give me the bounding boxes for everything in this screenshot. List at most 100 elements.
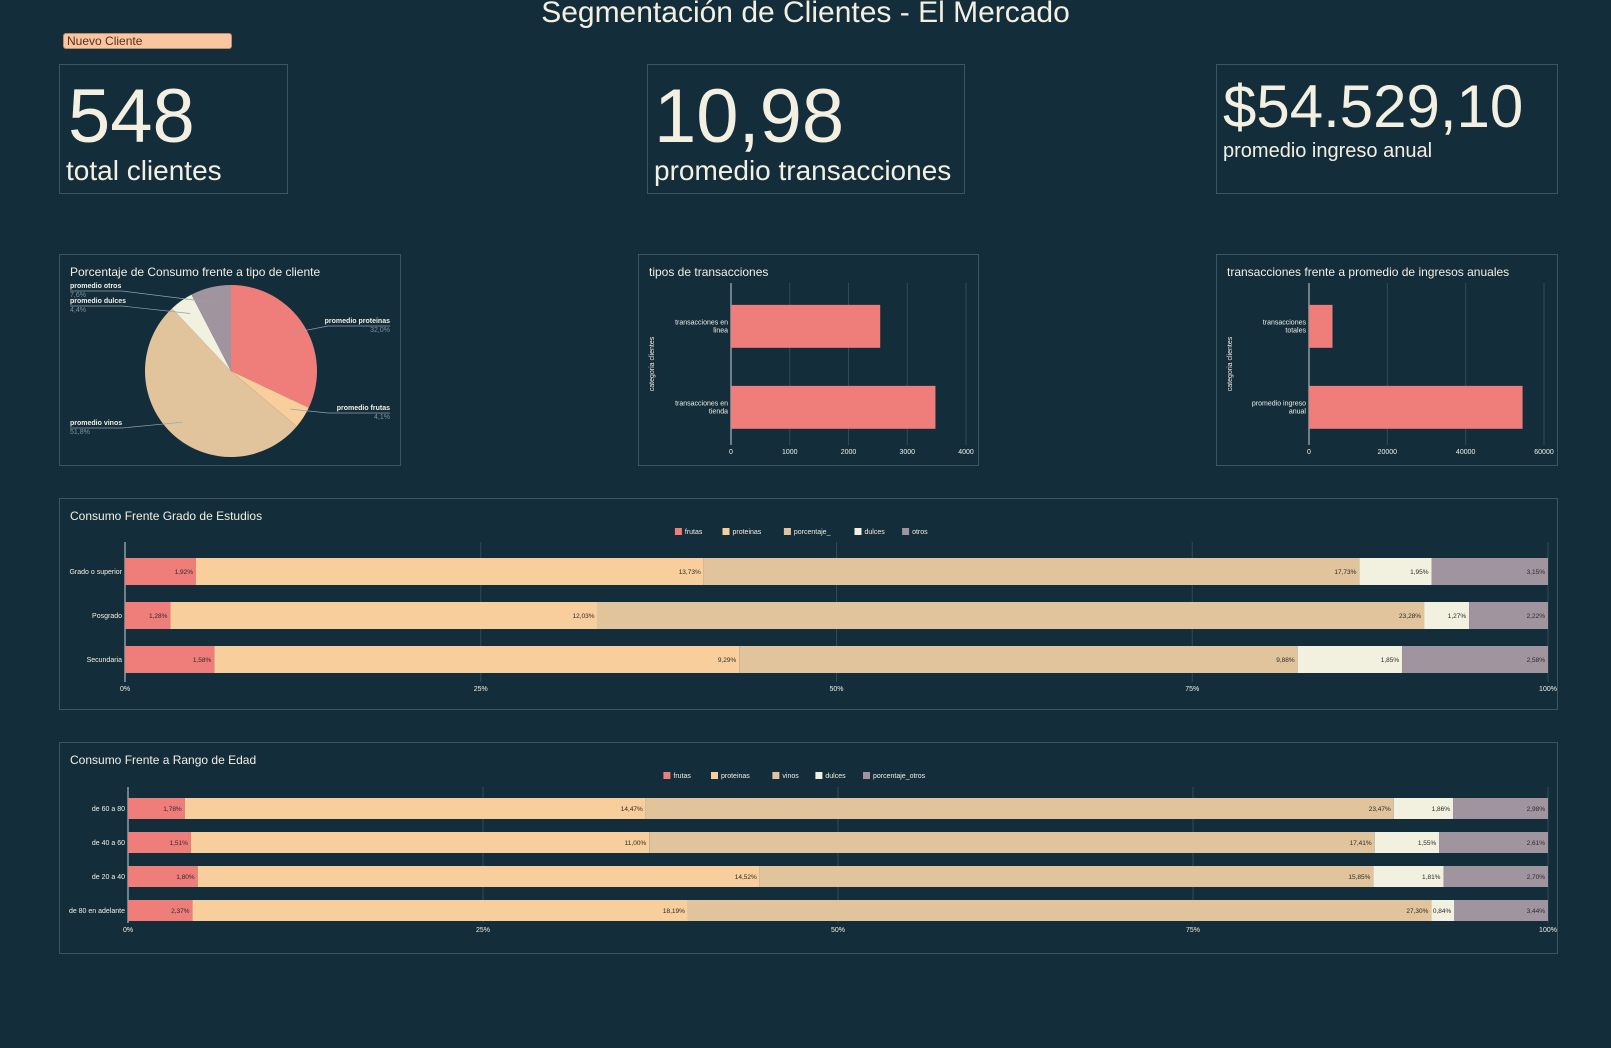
stacked-bar-segment — [1431, 558, 1548, 585]
category-label: linea — [713, 327, 728, 334]
pie-value-label: 4,1% — [374, 414, 390, 421]
segment-label: 2,61% — [1527, 840, 1546, 847]
age-consumption-chart: frutas proteinas vinos dulces porcentaje_otr… — [69, 772, 1557, 934]
segment-label: 13,73% — [679, 569, 701, 576]
pie-chart-card: Porcentaje de Consumo frente a tipo de c… — [59, 254, 401, 466]
age-consumption-card: Consumo Frente a Rango de Edad frutas pro… — [59, 742, 1558, 954]
x-tick-label: 50% — [831, 927, 845, 934]
x-tick-label: 75% — [1185, 686, 1199, 693]
stacked-bar-segment — [597, 602, 1425, 629]
chart-title: Consumo Frente Grado de Estudios — [70, 509, 263, 523]
stacked-bar-segment — [190, 832, 650, 853]
kpi-promedio-ingreso: $54.529,10 promedio ingreso anual — [1216, 64, 1558, 194]
legend-swatch — [783, 528, 791, 535]
bar — [1309, 385, 1523, 429]
x-tick-label: 3000 — [899, 449, 915, 456]
kpi-value: $54.529,10 — [1223, 73, 1524, 140]
kpi-label: total clientes — [66, 155, 222, 186]
segment-label: 1,51% — [169, 840, 188, 847]
bar — [1309, 304, 1333, 348]
legend-label: proteinas — [721, 773, 750, 780]
segment-label: 17,41% — [1350, 840, 1372, 847]
bar — [731, 385, 936, 429]
x-tick-label: 20000 — [1378, 449, 1398, 456]
category-label: Secundaria — [87, 657, 123, 664]
legend-label: porcentaje_otros — [873, 773, 926, 780]
stacked-bar-segment — [1453, 798, 1548, 819]
transactions-income-card: transacciones frente a promedio de ingre… — [1216, 254, 1558, 466]
category-label: Grado o superior — [69, 569, 122, 576]
stacked-bar-segment — [1469, 602, 1548, 629]
legend-label: dulces — [825, 773, 846, 780]
category-label: transacciones en — [675, 400, 728, 407]
legend-swatch — [674, 528, 682, 535]
legend-swatch — [722, 528, 730, 535]
x-tick-label: 25% — [476, 927, 490, 934]
stacked-bar-segment — [1424, 602, 1470, 629]
segment-label: 1,78% — [163, 806, 182, 813]
stacked-bar-segment — [128, 832, 191, 853]
segment-label: 14,52% — [735, 874, 757, 881]
dashboard-title: Segmentación de Clientes - El Mercado — [541, 0, 1070, 29]
segment-label: 2,22% — [1527, 613, 1546, 620]
legend-swatch — [854, 528, 862, 535]
x-tick-label: 25% — [474, 686, 488, 693]
kpi-total-clientes: 548 total clientes — [59, 64, 288, 194]
stacked-bar-segment — [128, 900, 193, 921]
stacked-bar-segment — [192, 900, 688, 921]
stacked-bar-segment — [1402, 646, 1548, 673]
segment-label: 1,81% — [1422, 874, 1441, 881]
stacked-bar-segment — [1443, 866, 1548, 887]
pie-value-label: 51,8% — [70, 429, 90, 436]
stacked-bar-segment — [184, 798, 646, 819]
category-label: transacciones en — [675, 319, 728, 326]
stacked-bar-segment — [125, 646, 215, 673]
segment-label: 12,03% — [573, 613, 595, 620]
segment-label: 27,30% — [1406, 908, 1428, 915]
segment-label: 2,70% — [1527, 874, 1546, 881]
kpi-value: 10,98 — [654, 74, 845, 159]
legend-swatch — [711, 772, 718, 779]
segment-label: 17,73% — [1334, 569, 1356, 576]
pie-value-label: 4,4% — [70, 307, 86, 314]
segment-label: 2,37% — [171, 908, 190, 915]
category-label: totales — [1285, 327, 1306, 334]
stacked-bar-segment — [759, 866, 1374, 887]
pie-label: promedio frutas — [337, 405, 390, 412]
segment-label: 0,84% — [1433, 908, 1452, 915]
new-client-button[interactable]: Nuevo Cliente — [63, 33, 232, 49]
pie-value-label: 7,6% — [70, 292, 86, 299]
stacked-bar-segment — [1454, 900, 1548, 921]
chart-title: Porcentaje de Consumo frente a tipo de c… — [70, 265, 321, 279]
x-tick-label: 100% — [1539, 927, 1557, 934]
kpi-value: 548 — [68, 74, 195, 159]
segment-label: 18,19% — [663, 908, 685, 915]
transaction-types-card: tipos de transacciones 0 1000 2000 3000 4000… — [638, 254, 979, 466]
segment-label: 9,29% — [718, 657, 737, 664]
bar — [731, 304, 881, 348]
category-label: transacciones — [1263, 319, 1307, 326]
segment-label: 1,28% — [149, 613, 168, 620]
segment-label: 1,85% — [1381, 657, 1400, 664]
kpi-label: promedio transacciones — [654, 155, 952, 186]
stacked-bar-segment — [128, 798, 185, 819]
pie-slice — [231, 285, 317, 408]
pie-chart: promedio proteinas 32,0% promedio frutas 4,… — [70, 283, 390, 458]
pie-label: promedio otros — [70, 283, 121, 290]
legend-label: otros — [912, 529, 928, 536]
segment-label: 14,47% — [621, 806, 643, 813]
stacked-bar-segment — [1297, 646, 1403, 673]
stacked-bar-segment — [687, 900, 1432, 921]
legend-swatch — [902, 528, 910, 535]
category-label: anual — [1289, 408, 1307, 415]
kpi-promedio-transacciones: 10,98 promedio transacciones — [647, 64, 965, 194]
stacked-bar-segment — [703, 558, 1360, 585]
legend-label: vinos — [782, 773, 799, 780]
pie-slice — [144, 308, 297, 458]
pie-leader-line — [290, 325, 390, 334]
kpi-label: promedio ingreso anual — [1223, 140, 1433, 162]
segment-label: 1,58% — [193, 657, 212, 664]
stacked-bar-segment — [125, 558, 197, 585]
stacked-bar-segment — [1359, 558, 1432, 585]
